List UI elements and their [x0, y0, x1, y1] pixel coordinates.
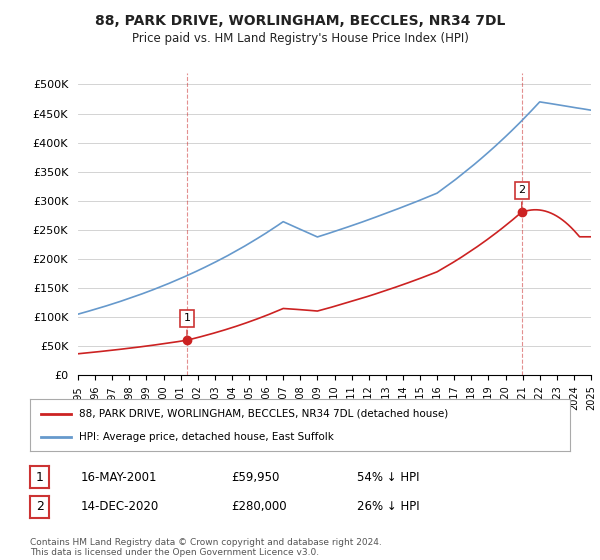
Text: HPI: Average price, detached house, East Suffolk: HPI: Average price, detached house, East…	[79, 432, 334, 442]
Text: Contains HM Land Registry data © Crown copyright and database right 2024.
This d: Contains HM Land Registry data © Crown c…	[30, 538, 382, 557]
Text: 2: 2	[518, 185, 526, 209]
Text: 16-MAY-2001: 16-MAY-2001	[81, 470, 157, 484]
Text: 2: 2	[35, 500, 44, 514]
Text: 26% ↓ HPI: 26% ↓ HPI	[357, 500, 419, 514]
Text: 1: 1	[184, 313, 190, 338]
Text: 1: 1	[35, 470, 44, 484]
Text: 88, PARK DRIVE, WORLINGHAM, BECCLES, NR34 7DL: 88, PARK DRIVE, WORLINGHAM, BECCLES, NR3…	[95, 14, 505, 28]
Text: 88, PARK DRIVE, WORLINGHAM, BECCLES, NR34 7DL (detached house): 88, PARK DRIVE, WORLINGHAM, BECCLES, NR3…	[79, 409, 448, 419]
Text: 14-DEC-2020: 14-DEC-2020	[81, 500, 159, 514]
Text: £59,950: £59,950	[231, 470, 280, 484]
Text: 54% ↓ HPI: 54% ↓ HPI	[357, 470, 419, 484]
Text: £280,000: £280,000	[231, 500, 287, 514]
Text: Price paid vs. HM Land Registry's House Price Index (HPI): Price paid vs. HM Land Registry's House …	[131, 32, 469, 45]
